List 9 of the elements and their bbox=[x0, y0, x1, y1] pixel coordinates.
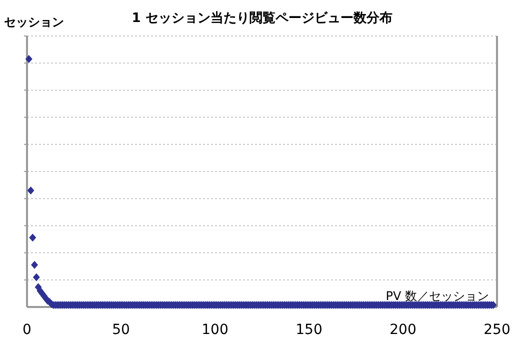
y-axis-title: セッション bbox=[4, 15, 64, 29]
x-tick-label: 250 bbox=[484, 322, 510, 338]
x-axis-title: PV 数／セッション bbox=[386, 289, 489, 303]
x-tick-label: 150 bbox=[296, 322, 322, 338]
x-tick-label: 50 bbox=[112, 322, 130, 338]
x-tick-label: 100 bbox=[202, 322, 228, 338]
x-tick-label: 0 bbox=[22, 322, 32, 338]
chart-title: 1 セッション当たり閲覧ページビュー数分布 bbox=[132, 11, 392, 26]
x-tick-label: 200 bbox=[390, 322, 416, 338]
